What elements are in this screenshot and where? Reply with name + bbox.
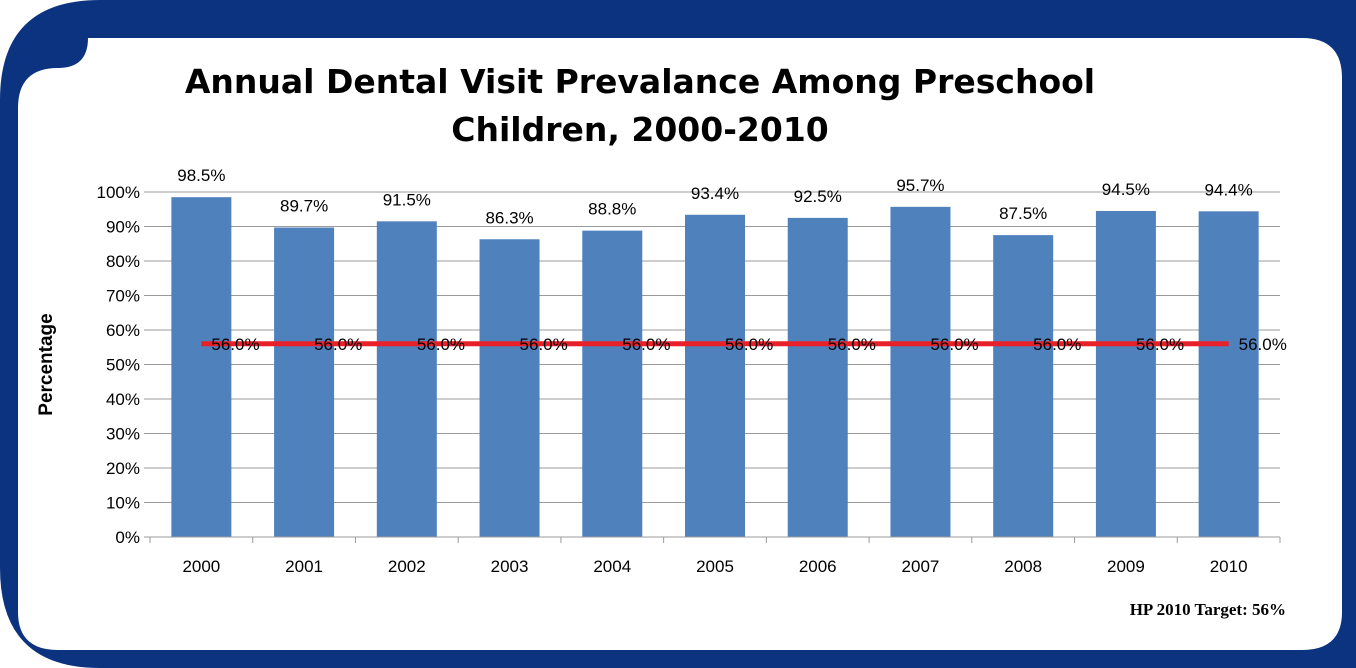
x-tick-label: 2000	[182, 557, 220, 576]
target-data-label: 56.0%	[725, 335, 773, 354]
x-tick-label: 2001	[285, 557, 323, 576]
y-tick-label: 90%	[106, 218, 140, 237]
chart-title: Annual Dental Visit Prevalance Among Pre…	[60, 58, 1220, 154]
x-tick-label: 2010	[1210, 557, 1248, 576]
bar-data-labels: 98.5% 89.7% 91.5% 86.3% 88.8% 93.4% 92.5% 95.7%…	[177, 166, 1252, 227]
x-tick-label: 2005	[696, 557, 734, 576]
y-axis-label: Percentage	[36, 313, 57, 415]
target-data-label: 56.0%	[930, 335, 978, 354]
x-tick-label: 2003	[491, 557, 529, 576]
bars	[171, 197, 1259, 538]
x-tick-label: 2006	[799, 557, 837, 576]
bar	[890, 206, 951, 537]
target-footnote: HP 2010 Target: 56%	[1129, 600, 1286, 619]
target-data-label: 56.0%	[1239, 335, 1287, 354]
bar-data-label: 87.5%	[999, 204, 1047, 223]
y-tick-label: 0%	[115, 528, 140, 547]
target-data-labels: 56.0% 56.0% 56.0% 56.0% 56.0% 56.0% 56.0% 56.0%…	[211, 335, 1286, 354]
target-data-label: 56.0%	[314, 335, 362, 354]
bar-data-label: 98.5%	[177, 166, 225, 185]
y-tick-label: 10%	[106, 494, 140, 513]
y-tick-label: 60%	[106, 321, 140, 340]
bar	[171, 197, 232, 538]
bar-data-label: 89.7%	[280, 197, 328, 216]
bar	[1095, 210, 1156, 537]
y-tick-label: 70%	[106, 287, 140, 306]
target-data-label: 56.0%	[520, 335, 568, 354]
bar	[993, 235, 1054, 537]
bar	[787, 217, 848, 537]
bar-data-label: 93.4%	[691, 184, 739, 203]
target-data-label: 56.0%	[417, 335, 465, 354]
target-data-label: 56.0%	[211, 335, 259, 354]
bar	[582, 230, 643, 537]
y-axis-ticks: 0% 10% 20% 30% 40% 50% 60% 70% 80% 90% 100%	[97, 183, 150, 547]
x-tick-label: 2008	[1004, 557, 1042, 576]
bar	[479, 239, 540, 537]
y-tick-label: 30%	[106, 425, 140, 444]
bar	[685, 214, 745, 537]
y-tick-label: 40%	[106, 390, 140, 409]
x-tick-label: 2007	[902, 557, 940, 576]
y-tick-label: 50%	[106, 356, 140, 375]
y-tick-label: 20%	[106, 459, 140, 478]
bar-data-label: 92.5%	[794, 187, 842, 206]
target-data-label: 56.0%	[1033, 335, 1081, 354]
bar-data-label: 94.4%	[1205, 180, 1253, 199]
chart-title-line-1: Annual Dental Visit Prevalance Among Pre…	[184, 62, 1096, 101]
bar	[1198, 211, 1259, 537]
y-tick-label: 100%	[97, 183, 140, 202]
bar-data-label: 88.8%	[588, 200, 636, 219]
target-data-label: 56.0%	[622, 335, 670, 354]
x-tick-label: 2004	[593, 557, 631, 576]
bar	[376, 221, 437, 537]
target-data-label: 56.0%	[1136, 335, 1184, 354]
y-tick-label: 80%	[106, 252, 140, 271]
bar-data-label: 86.3%	[485, 208, 533, 227]
x-tick-label: 2002	[388, 557, 426, 576]
x-axis-ticks: 2000 2001 2002 2003 2004 2005 2006 2007 2008 2009…	[149, 537, 1281, 576]
x-tick-label: 2009	[1107, 557, 1145, 576]
bar-data-label: 95.7%	[896, 176, 944, 195]
bar-data-label: 91.5%	[383, 190, 431, 209]
bar	[274, 227, 335, 537]
chart-title-line-2: Children, 2000-2010	[451, 110, 829, 149]
target-data-label: 56.0%	[828, 335, 876, 354]
bar-data-label: 94.5%	[1102, 180, 1150, 199]
